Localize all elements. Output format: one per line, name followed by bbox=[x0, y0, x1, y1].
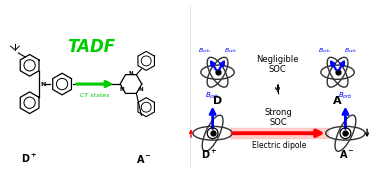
Text: N: N bbox=[119, 87, 124, 92]
Text: $\mathbf{D^+}$: $\mathbf{D^+}$ bbox=[22, 152, 38, 165]
Text: TADF: TADF bbox=[68, 38, 116, 56]
Text: $\mathit{B}_{\mathit{orb}}$: $\mathit{B}_{\mathit{orb}}$ bbox=[198, 46, 211, 55]
Text: CT states: CT states bbox=[80, 93, 110, 98]
Text: Strong
SOC: Strong SOC bbox=[265, 108, 293, 127]
Text: $\mathbf{A^-}$: $\mathbf{A^-}$ bbox=[339, 148, 355, 160]
Text: $\mathit{B}_{\mathit{orb}}$: $\mathit{B}_{\mathit{orb}}$ bbox=[224, 46, 237, 55]
Text: N: N bbox=[40, 82, 46, 87]
Text: N: N bbox=[129, 71, 133, 76]
Text: +: + bbox=[209, 129, 216, 138]
Text: $\mathit{B}_{\mathit{orb}}$: $\mathit{B}_{\mathit{orb}}$ bbox=[205, 90, 220, 101]
FancyArrow shape bbox=[230, 128, 328, 138]
Text: $\mathit{B}_{\mathit{orb}}$: $\mathit{B}_{\mathit{orb}}$ bbox=[338, 90, 353, 101]
Text: $\mathit{B}_{\mathit{orb}}$: $\mathit{B}_{\mathit{orb}}$ bbox=[318, 46, 331, 55]
Text: −: − bbox=[342, 129, 349, 138]
Text: N: N bbox=[138, 87, 143, 92]
Text: $\mathbf{D^+}$: $\mathbf{D^+}$ bbox=[201, 148, 218, 161]
Text: $\mathbf{D}$: $\mathbf{D}$ bbox=[212, 94, 223, 106]
Text: $\mathit{B}_{\mathit{orb}}$: $\mathit{B}_{\mathit{orb}}$ bbox=[344, 46, 357, 55]
Text: Electric dipole: Electric dipole bbox=[252, 141, 306, 150]
Text: $\mathbf{A^-}$: $\mathbf{A^-}$ bbox=[136, 153, 152, 165]
Text: $\mathbf{A}$: $\mathbf{A}$ bbox=[332, 94, 343, 106]
Text: Negligible
SOC: Negligible SOC bbox=[256, 55, 299, 74]
